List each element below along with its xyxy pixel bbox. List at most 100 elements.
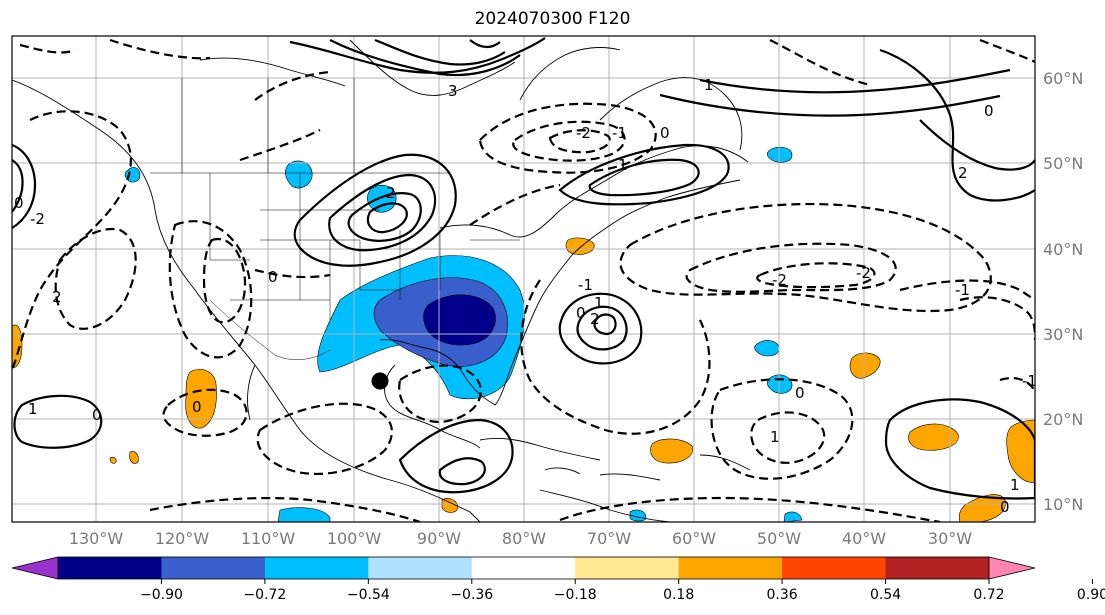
contour-label: 0 bbox=[576, 304, 586, 322]
dashed-contour bbox=[899, 279, 1035, 301]
contour-label: 3 bbox=[448, 82, 458, 100]
coastlines bbox=[12, 39, 751, 522]
contour-label: 1 bbox=[618, 156, 628, 174]
positive-anomaly-region bbox=[441, 498, 459, 513]
contour-label: -2 bbox=[856, 264, 871, 282]
political-borders bbox=[150, 78, 520, 360]
lat-label: 60°N bbox=[1043, 69, 1083, 88]
contour-label: 0 bbox=[92, 406, 102, 424]
positive-anomaly-region bbox=[109, 456, 117, 464]
lon-label: 40°W bbox=[842, 529, 886, 548]
dashed-contour bbox=[202, 237, 247, 324]
contour-label: 2 bbox=[958, 164, 968, 182]
dashed-contour bbox=[256, 402, 393, 476]
dashed-contour bbox=[710, 378, 854, 480]
positive-anomaly-region bbox=[565, 237, 595, 255]
lon-label: 100°W bbox=[327, 529, 382, 548]
contour-label: 2 bbox=[386, 184, 396, 202]
dashed-contour bbox=[999, 376, 1035, 393]
lon-label: 30°W bbox=[928, 529, 972, 548]
dashed-contour bbox=[162, 388, 248, 437]
contour-label: 2 bbox=[590, 310, 600, 328]
contour-label: 2 bbox=[52, 288, 62, 306]
contour-label: -1 bbox=[578, 276, 593, 294]
negative-anomaly-small bbox=[766, 146, 793, 163]
lon-label: 80°W bbox=[502, 529, 546, 548]
dashed-contour bbox=[685, 242, 897, 293]
contour-label: -1 bbox=[955, 281, 970, 299]
lat-label: 20°N bbox=[1043, 410, 1083, 429]
solid-contour bbox=[398, 418, 514, 494]
solid-contour bbox=[366, 202, 408, 234]
colorbar-segments bbox=[57, 556, 990, 580]
solid-contour bbox=[293, 153, 457, 267]
colorbar-tick-label: 0.90 bbox=[1077, 587, 1105, 603]
storm-center-marker bbox=[371, 372, 389, 390]
contour-label: 0 bbox=[1000, 498, 1010, 516]
contour-label: 0 bbox=[14, 194, 24, 212]
solid-contour bbox=[593, 313, 617, 336]
colorbar-segment bbox=[264, 557, 369, 579]
lon-label: 50°W bbox=[757, 529, 801, 548]
dashed-contour bbox=[239, 129, 321, 162]
contour-label: 1 bbox=[1010, 476, 1020, 494]
positive-anomaly-region bbox=[185, 369, 217, 429]
colorbar-segment bbox=[885, 557, 990, 579]
negative-anomaly-small bbox=[285, 160, 313, 189]
dashed-contour bbox=[54, 227, 137, 330]
lon-label: 120°W bbox=[155, 529, 210, 548]
solid-contour bbox=[12, 159, 24, 213]
colorbar-segment bbox=[782, 557, 887, 579]
colorbar-tick-label: 0.54 bbox=[870, 587, 901, 603]
positive-anomaly-region bbox=[12, 324, 23, 369]
contour-label: 1 bbox=[704, 76, 714, 94]
solid-contour bbox=[289, 37, 546, 74]
negative-anomaly-small bbox=[277, 507, 331, 522]
lon-label: 60°W bbox=[672, 529, 716, 548]
colorbar-tick-label: 0.18 bbox=[663, 587, 694, 603]
solid-contour bbox=[659, 93, 1001, 117]
positive-anomaly-region bbox=[958, 494, 1006, 522]
contour-label: -2 bbox=[576, 124, 591, 142]
colorbar-tick-label: −0.72 bbox=[243, 587, 286, 603]
colorbar-segment bbox=[678, 557, 783, 579]
negative-anomaly-max bbox=[423, 294, 496, 346]
colorbar-segment bbox=[575, 557, 680, 579]
colorbar-extend-left bbox=[11, 556, 59, 580]
contour-labels: 3 2 1 0 -1 -2 2 1 0 -1 -2 0 1 -1 0 2 -2 … bbox=[14, 76, 1037, 516]
anomaly-fills bbox=[12, 146, 1035, 522]
colorbar-segment bbox=[58, 557, 162, 579]
lat-label: 50°N bbox=[1043, 154, 1083, 173]
colorbar-tick-label: 0.72 bbox=[973, 587, 1004, 603]
solid-contour bbox=[13, 394, 103, 449]
contour-label: 0 bbox=[984, 102, 994, 120]
contour-label: 0 bbox=[192, 398, 202, 416]
lon-label: 130°W bbox=[69, 529, 124, 548]
solid-contour bbox=[347, 192, 422, 242]
positive-anomaly-region bbox=[908, 423, 959, 451]
dashed-contour bbox=[398, 364, 482, 424]
contour-label: 0 bbox=[268, 268, 278, 286]
solid-contour bbox=[879, 48, 1035, 202]
map-title: 2024070300 F120 bbox=[474, 9, 631, 29]
contour-label: 0 bbox=[660, 124, 670, 142]
colorbar: −0.90 −0.72 −0.54 −0.36 −0.18 0.18 0.36 0.54 0.7… bbox=[11, 556, 1105, 603]
solid-contour bbox=[328, 173, 437, 252]
colorbar-ticks: −0.90 −0.72 −0.54 −0.36 −0.18 0.18 0.36 0.54 0.7… bbox=[140, 579, 1105, 603]
solid-contour bbox=[699, 68, 1011, 94]
dashed-contour bbox=[254, 268, 331, 279]
positive-anomaly-region bbox=[849, 352, 881, 379]
dashed-contour bbox=[469, 183, 561, 226]
dashed-contour bbox=[619, 202, 992, 313]
colorbar-tick-label: −0.54 bbox=[347, 587, 390, 603]
colorbar-segment bbox=[471, 557, 576, 579]
colorbar-tick-label: −0.18 bbox=[554, 587, 597, 603]
contour-label: 1 bbox=[28, 400, 38, 418]
solid-contour bbox=[558, 292, 643, 365]
negative-anomaly-small bbox=[767, 374, 793, 394]
lon-label: 90°W bbox=[417, 529, 461, 548]
negative-anomaly-small bbox=[783, 511, 803, 522]
contour-label: -2 bbox=[30, 210, 45, 228]
contour-label: -1 bbox=[1022, 372, 1037, 390]
colorbar-tick-label: −0.36 bbox=[450, 587, 493, 603]
